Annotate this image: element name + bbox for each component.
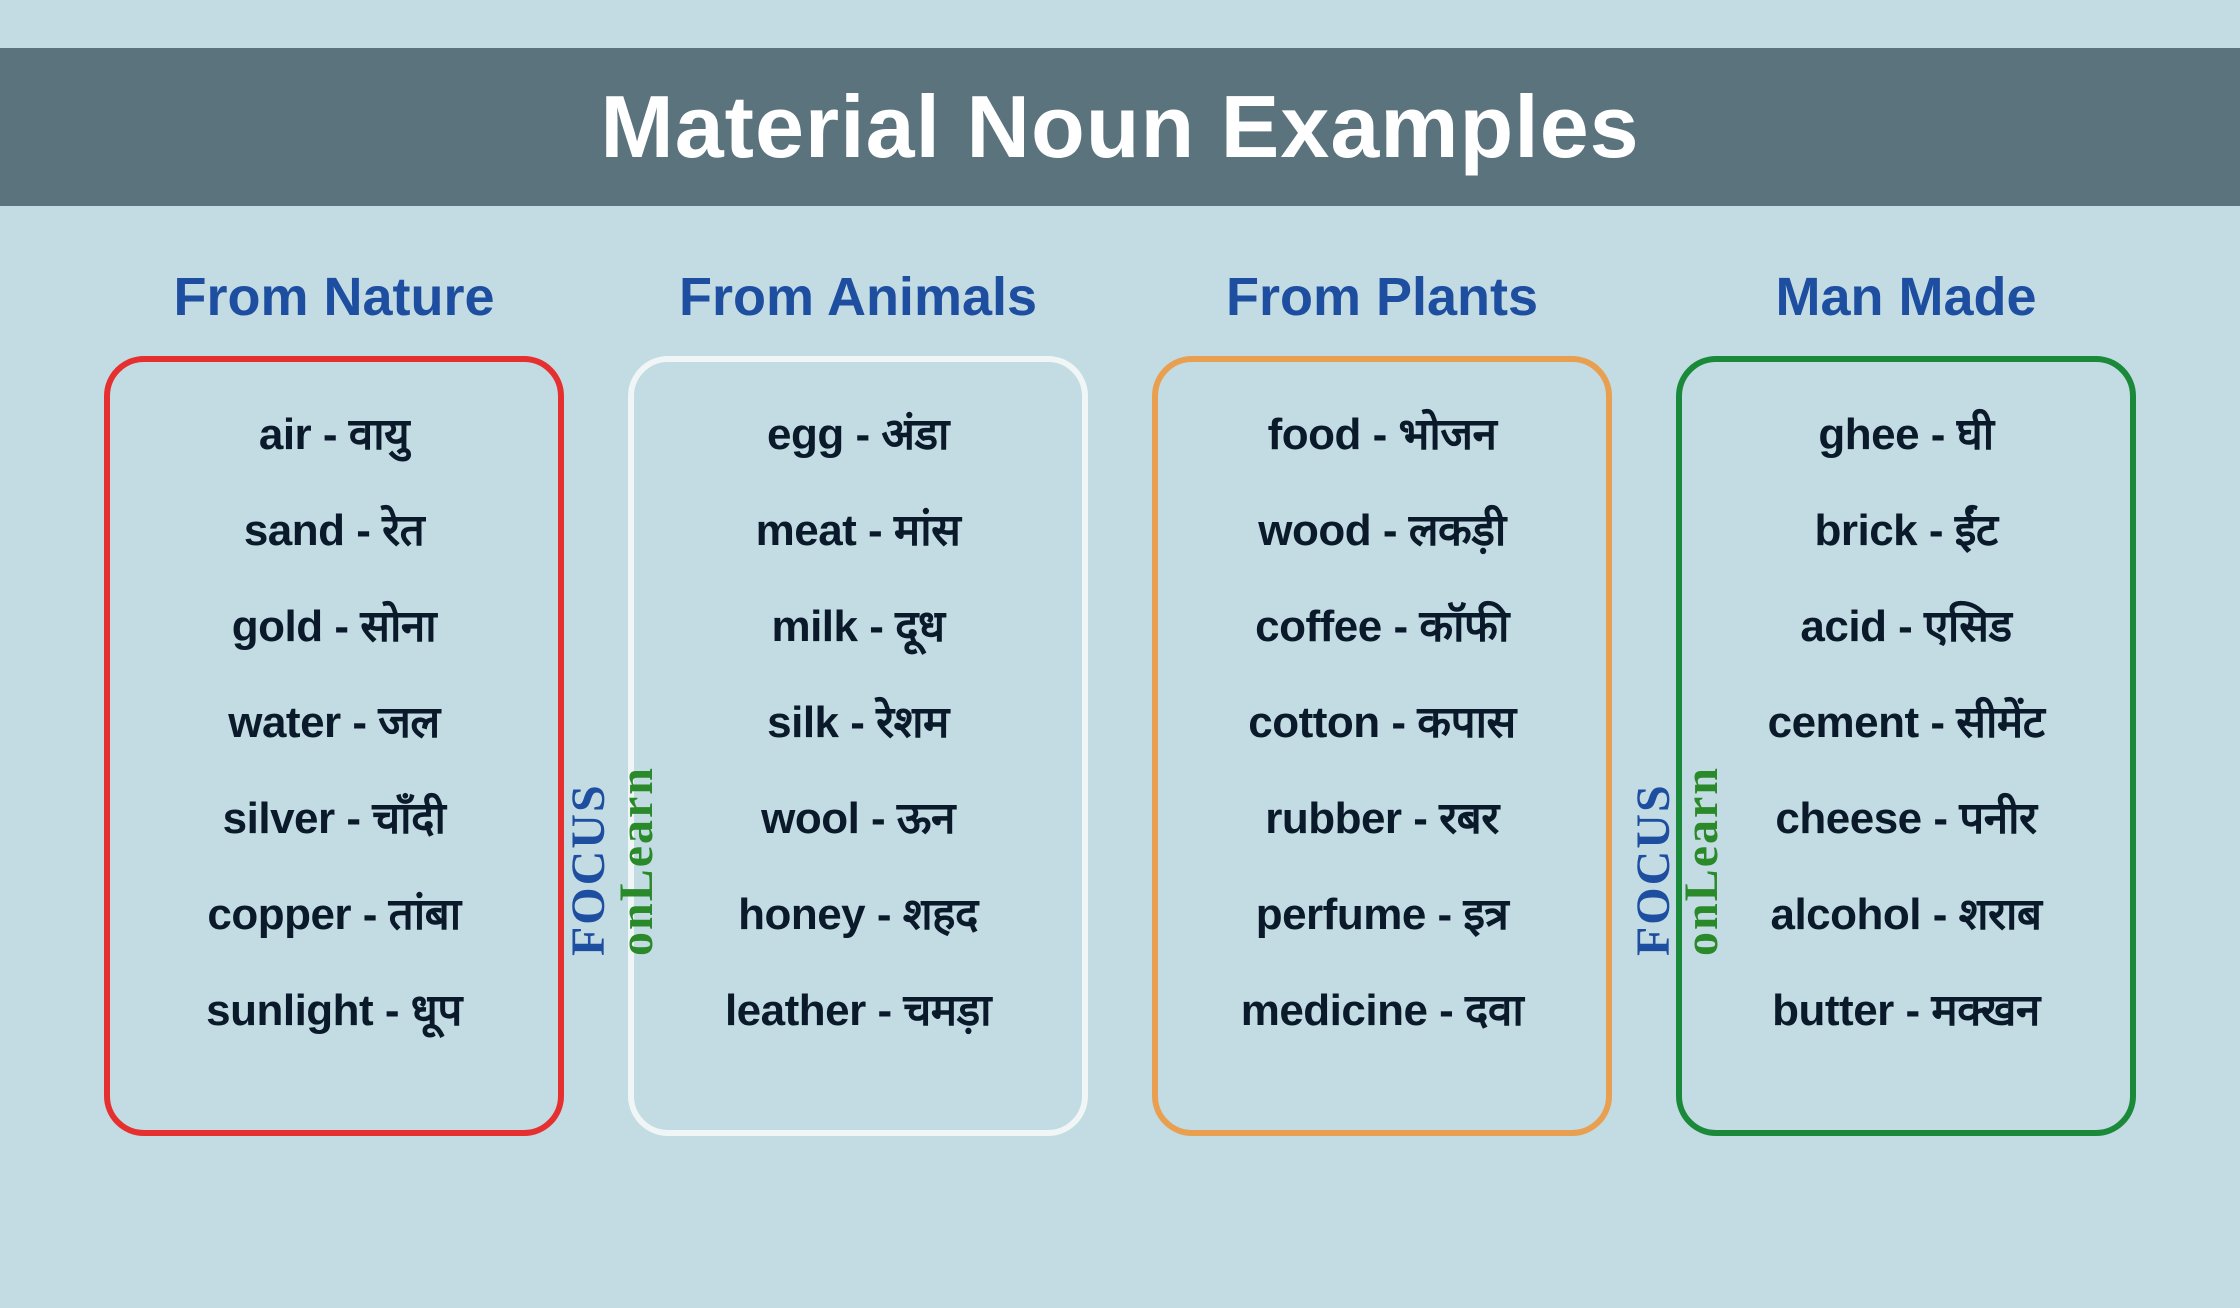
- list-item: brick - ईंट: [1814, 498, 1997, 558]
- list-item: perfume - इत्र: [1256, 882, 1509, 942]
- heading-plants: From Plants: [1226, 266, 1538, 328]
- column-nature: From Nature air - वायु sand - रेत gold -…: [104, 266, 564, 1136]
- heading-nature: From Nature: [173, 266, 494, 328]
- list-item: ghee - घी: [1818, 402, 1993, 462]
- heading-animals: From Animals: [679, 266, 1037, 328]
- columns-wrapper: From Nature air - वायु sand - रेत gold -…: [0, 206, 2240, 1136]
- list-item: acid - एसिड: [1800, 594, 2011, 654]
- list-item: meat - मांस: [756, 498, 961, 558]
- list-item: leather - चमड़ा: [725, 978, 991, 1038]
- list-item: coffee - कॉफी: [1255, 594, 1509, 654]
- watermark-top: FOCUS: [565, 766, 613, 956]
- list-item: silver - चाँदी: [223, 786, 446, 846]
- list-item: milk - दूध: [771, 594, 944, 654]
- list-item: gold - सोना: [232, 594, 436, 654]
- list-item: water - जल: [228, 690, 440, 750]
- list-item: silk - रेशम: [767, 690, 949, 750]
- column-plants: From Plants food - भोजन wood - लकड़ी cof…: [1152, 266, 1612, 1136]
- heading-manmade: Man Made: [1775, 266, 2036, 328]
- list-item: honey - शहद: [738, 882, 978, 942]
- box-nature: air - वायु sand - रेत gold - सोना water …: [104, 356, 564, 1136]
- list-item: medicine - दवा: [1241, 978, 1524, 1038]
- watermark-logo: FOCUS onLearn: [565, 766, 661, 956]
- list-item: cement - सीमेंट: [1768, 690, 2045, 750]
- list-item: wood - लकड़ी: [1258, 498, 1506, 558]
- list-item: food - भोजन: [1268, 402, 1497, 462]
- list-item: cheese - पनीर: [1775, 786, 2036, 846]
- box-manmade: ghee - घी brick - ईंट acid - एसिड cement…: [1676, 356, 2136, 1136]
- list-item: cotton - कपास: [1248, 690, 1515, 750]
- list-item: wool - ऊन: [761, 786, 955, 846]
- title-bar: Material Noun Examples: [0, 48, 2240, 206]
- watermark-bottom: onLearn: [1678, 766, 1726, 956]
- list-item: alcohol - शराब: [1770, 882, 2041, 942]
- column-animals: From Animals egg - अंडा meat - मांस milk…: [628, 266, 1088, 1136]
- list-item: sunlight - धूप: [206, 978, 462, 1038]
- watermark-logo: FOCUS onLearn: [1630, 766, 1726, 956]
- list-item: sand - रेत: [244, 498, 424, 558]
- column-manmade: Man Made ghee - घी brick - ईंट acid - एस…: [1676, 266, 2136, 1136]
- box-plants: food - भोजन wood - लकड़ी coffee - कॉफी c…: [1152, 356, 1612, 1136]
- list-item: copper - तांबा: [207, 882, 460, 942]
- box-animals: egg - अंडा meat - मांस milk - दूध silk -…: [628, 356, 1088, 1136]
- list-item: egg - अंडा: [767, 402, 949, 462]
- page-title: Material Noun Examples: [0, 76, 2240, 178]
- watermark-top: FOCUS: [1630, 766, 1678, 956]
- list-item: air - वायु: [259, 402, 409, 462]
- list-item: butter - मक्खन: [1772, 978, 2040, 1038]
- watermark-bottom: onLearn: [613, 766, 661, 956]
- list-item: rubber - रबर: [1265, 786, 1499, 846]
